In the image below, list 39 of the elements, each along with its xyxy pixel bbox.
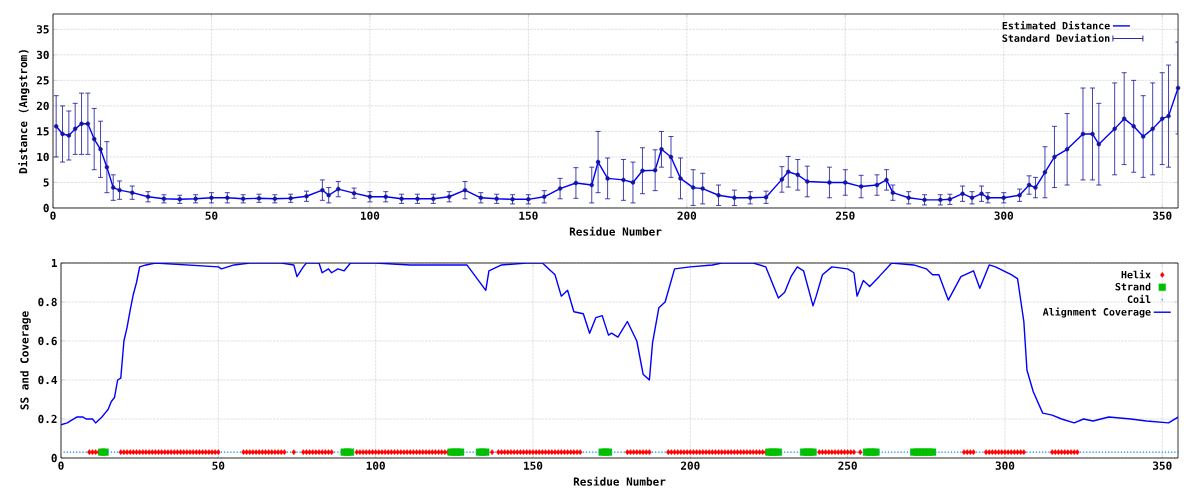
x-tick-label: 50 — [205, 211, 218, 220]
x-axis-title: Residue Number — [573, 476, 666, 486]
legend-label: Coil — [1127, 294, 1151, 304]
legend-label: Alignment Coverage — [1042, 307, 1151, 318]
y-tick-label: 0.2 — [38, 414, 57, 424]
x-tick-label: 50 — [212, 461, 225, 470]
legend-label: Estimated Distance — [1002, 21, 1110, 30]
x-tick-label: 100 — [366, 461, 385, 470]
y-tick-label: 10 — [37, 152, 49, 162]
y-tick-label: 15 — [37, 127, 49, 136]
legend-label: Standard Deviation — [1002, 33, 1110, 42]
y-axis-title: Distance (Angstrom) — [18, 50, 30, 174]
x-tick-label: 300 — [994, 211, 1014, 220]
y-tick-label: 0 — [43, 203, 49, 213]
y-tick-label: 0.6 — [38, 336, 57, 346]
x-axis-title: Residue Number — [569, 226, 662, 236]
legend-label: Helix — [1121, 270, 1151, 279]
y-tick-label: 0.8 — [38, 297, 57, 307]
x-tick-label: 200 — [677, 211, 697, 220]
y-tick-label: 1 — [51, 258, 57, 268]
legend-label: Strand — [1115, 282, 1151, 291]
y-tick-label: 0 — [51, 453, 57, 463]
x-tick-label: 150 — [524, 461, 543, 470]
x-tick-label: 100 — [361, 211, 380, 220]
x-tick-label: 350 — [1153, 461, 1172, 470]
y-tick-label: 25 — [36, 76, 49, 85]
x-tick-label: 300 — [995, 461, 1015, 470]
x-tick-label: 350 — [1152, 211, 1172, 220]
y-tick-label: 5 — [43, 178, 49, 187]
x-tick-label: 250 — [838, 461, 857, 470]
x-tick-label: 150 — [519, 211, 538, 220]
y-tick-label: 0.4 — [38, 375, 57, 385]
y-tick-label: 30 — [36, 50, 49, 59]
y-tick-label: 35 — [36, 25, 49, 34]
x-tick-label: 250 — [835, 211, 855, 220]
x-tick-label: 0 — [58, 461, 64, 470]
y-axis-title: SS and Coverage — [20, 311, 31, 410]
x-tick-label: 200 — [680, 461, 700, 470]
y-tick-label: 20 — [36, 101, 49, 111]
